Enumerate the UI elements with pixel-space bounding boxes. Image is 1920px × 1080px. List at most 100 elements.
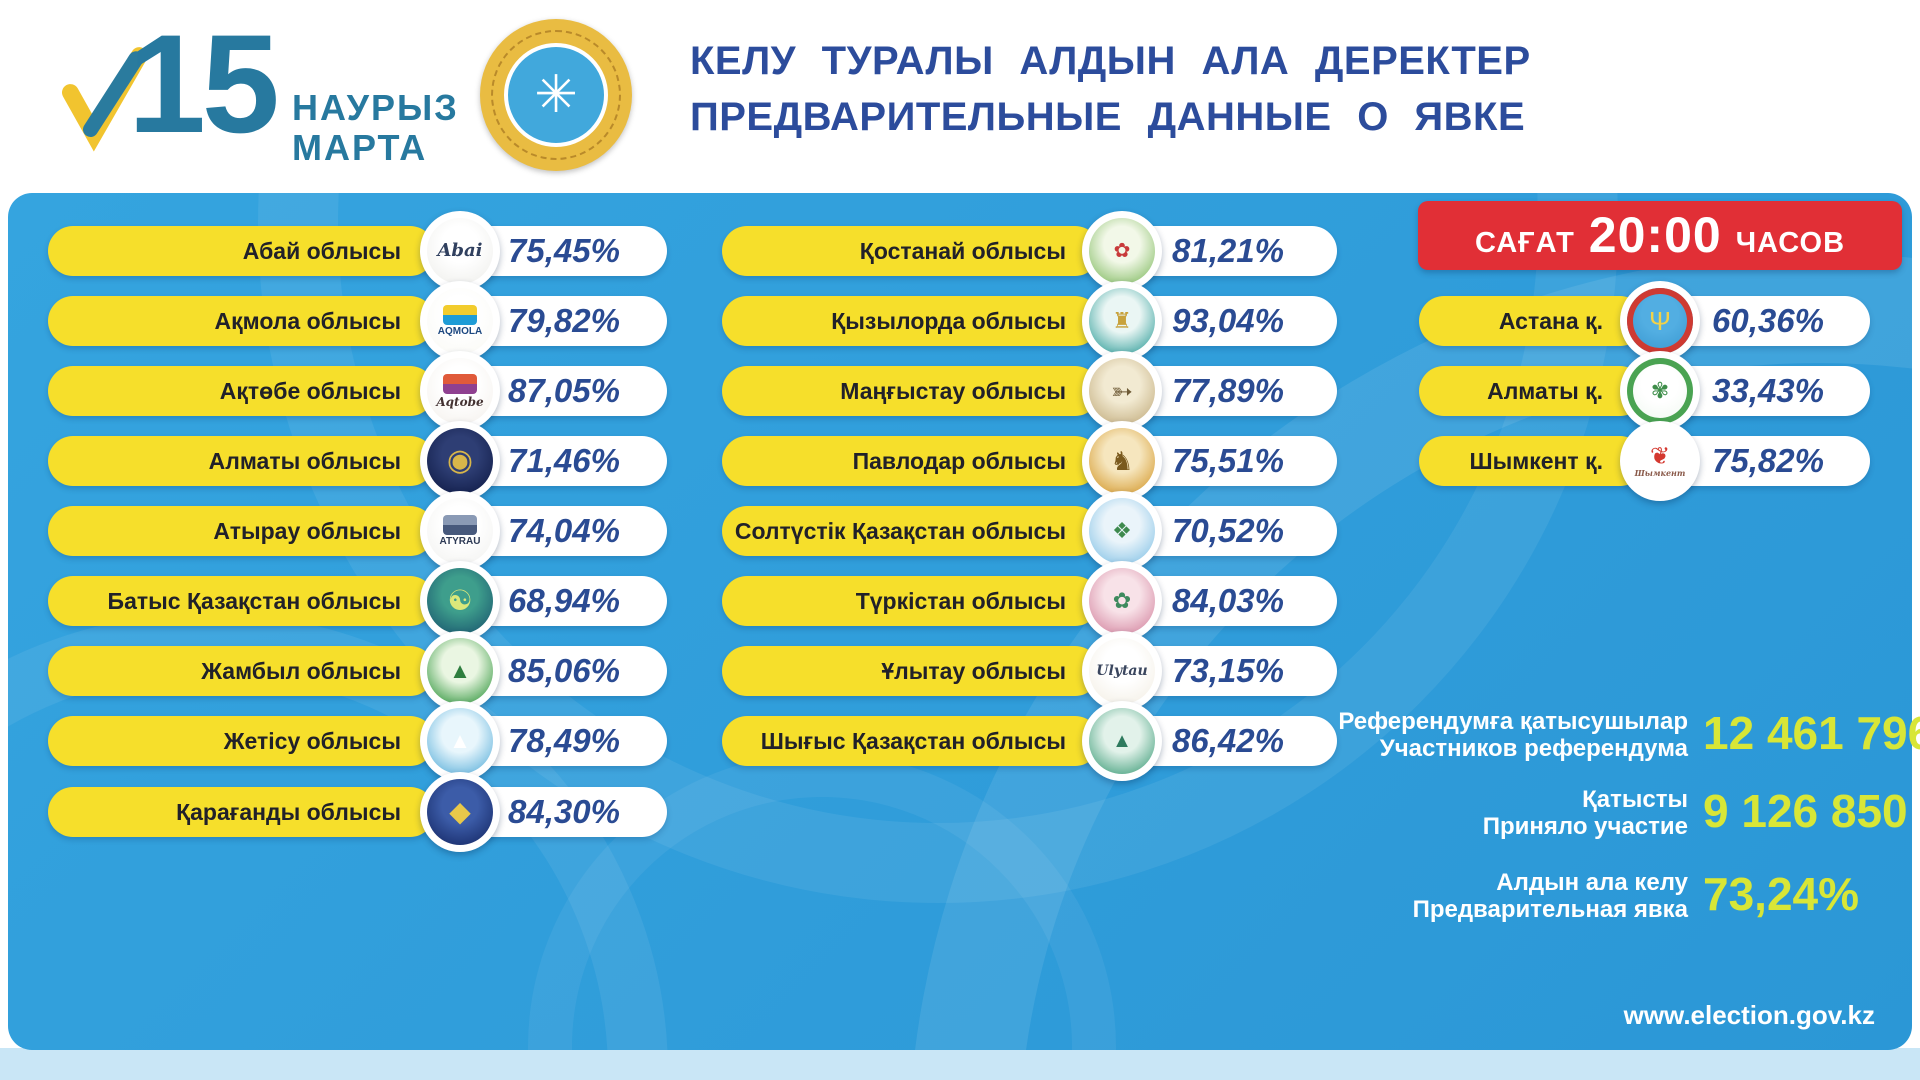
qostanai-oblysy-seal-glyph-icon: ✿: [1113, 240, 1131, 262]
header: 15 НАУРЫЗ МАРТА ✳ КЕЛУ ТУРАЛЫ АЛДЫН АЛА …: [0, 0, 1920, 193]
time-badge-prefix: САҒАТ: [1474, 227, 1575, 259]
stat-took-part-label-kk: Қатысты: [1582, 786, 1688, 813]
qostanai-oblysy-seal-icon: ✿: [1082, 211, 1162, 291]
region-label: Алматы облысы: [208, 447, 401, 474]
region-name-pill: Ұлытау облысы: [722, 646, 1100, 696]
atyrau-oblysy-seal-text: ATYRAU: [439, 535, 481, 547]
region-name-pill: Атырау облысы: [48, 506, 435, 556]
almaty-city-seal-glyph-icon: ✾: [1650, 378, 1670, 403]
turnout-value: 93,04%: [1172, 302, 1284, 339]
turnout-value: 84,03%: [1172, 582, 1284, 619]
region-name-pill: Қарағанды облысы: [48, 787, 435, 837]
almaty-oblysy-seal-glyph-icon: ◉: [446, 444, 474, 477]
mangystau-oblysy-seal-glyph-icon: ➳: [1111, 376, 1133, 406]
time-badge: САҒАТ 20:00 ЧАСОВ: [1418, 201, 1902, 270]
turnout-value: 79,82%: [508, 302, 620, 339]
region-name-pill: Астана қ.: [1419, 296, 1645, 346]
abai-oblysy-seal-icon: Abai: [420, 211, 500, 291]
aqmola-oblysy-seal-text: AQMOLA: [437, 325, 483, 337]
qaragandy-oblysy-seal-glyph-icon: ◆: [449, 796, 471, 827]
zhambyl-oblysy-seal-glyph-icon: ▲: [449, 658, 471, 683]
region-label: Шымкент қ.: [1469, 447, 1603, 474]
time-badge-time: 20:00: [1588, 207, 1722, 263]
qyzylorda-oblysy-seal-glyph-icon: ♜: [1112, 308, 1132, 333]
logo-months: НАУРЫЗ МАРТА: [292, 88, 459, 168]
abai-oblysy-seal-text: Abai: [437, 239, 483, 261]
stat-turnout-label-kk: Алдын ала келу: [1496, 869, 1688, 896]
turkistan-oblysy-seal-glyph-icon: ✿: [1112, 588, 1132, 613]
logo-month-kk: НАУРЫЗ: [292, 87, 459, 128]
zhambyl-oblysy-seal-icon: ▲: [420, 631, 500, 711]
region-label: Шығыс Қазақстан облысы: [760, 727, 1066, 754]
stat-turnout-label-ru: Предварительная явка: [1412, 896, 1688, 923]
cec-seal-ornament-icon: ✳: [534, 66, 578, 124]
region-name-pill: Алматы облысы: [48, 436, 435, 486]
stat-took-part-label-ru: Приняло участие: [1482, 813, 1688, 840]
turnout-value: 73,15%: [1172, 652, 1284, 689]
turnout-value: 74,04%: [508, 512, 620, 549]
region-label: Павлодар облысы: [852, 447, 1066, 474]
region-label: Атырау облысы: [213, 517, 401, 544]
pavlodar-oblysy-seal-glyph-icon: ♞: [1110, 446, 1134, 476]
soltustik-qazaqstan-oblysy-seal-glyph-icon: ❖: [1112, 518, 1132, 543]
bottom-strip: [0, 1048, 1920, 1080]
region-label: Қостанай облысы: [859, 237, 1066, 264]
logo-day: 15: [128, 5, 280, 162]
region-name-pill: Алматы қ.: [1419, 366, 1645, 416]
batys-qazaqstan-oblysy-seal-glyph-icon: ☯: [447, 585, 473, 616]
region-name-pill: Жетісу облысы: [48, 716, 435, 766]
shygys-qazaqstan-oblysy-seal-icon: ▲: [1082, 701, 1162, 781]
turnout-value: 60,36%: [1712, 302, 1824, 339]
region-label: Батыс Қазақстан облысы: [107, 587, 401, 614]
shymkent-city-seal-glyph-icon: ❦: [1649, 442, 1671, 470]
turkistan-oblysy-seal-icon: ✿: [1082, 561, 1162, 641]
soltustik-qazaqstan-oblysy-seal-icon: ❖: [1082, 491, 1162, 571]
website-link[interactable]: www.election.gov.kz: [1623, 1000, 1875, 1030]
turnout-value: 68,94%: [508, 582, 620, 619]
stat-participants-label: Референдумға қатысушылар Участников рефе…: [1338, 708, 1688, 762]
mangystau-oblysy-seal-icon: ➳: [1082, 351, 1162, 431]
checkmark-icon: [62, 47, 146, 152]
region-label: Астана қ.: [1498, 307, 1603, 334]
aqtobe-oblysy-seal-text: Aqtobe: [436, 394, 484, 409]
cec-seal-text-ring: ✳: [491, 30, 621, 160]
pavlodar-oblysy-seal-icon: ♞: [1082, 421, 1162, 501]
region-name-pill: Түркістан облысы: [722, 576, 1100, 626]
region-name-pill: Қостанай облысы: [722, 226, 1100, 276]
astana-city-seal-icon: Ψ: [1620, 281, 1700, 361]
stat-turnout-label: Алдын ала келу Предварительная явка: [1413, 869, 1688, 923]
ulytau-oblysy-seal-icon: Ulytau: [1082, 631, 1162, 711]
region-name-pill: Солтүстік Қазақстан облысы: [722, 506, 1100, 556]
region-name-pill: Батыс Қазақстан облысы: [48, 576, 435, 626]
page-title: КЕЛУ ТУРАЛЫ АЛДЫН АЛА ДЕРЕКТЕР ПРЕДВАРИТ…: [690, 40, 1531, 138]
turnout-value: 75,51%: [1172, 442, 1284, 479]
region-label: Солтүстік Қазақстан облысы: [734, 517, 1066, 544]
region-name-pill: Ақмола облысы: [48, 296, 435, 346]
stat-turnout-value: 73,24%: [1703, 868, 1860, 920]
turnout-value: 75,82%: [1712, 442, 1824, 479]
aqtobe-oblysy-seal-icon: Aqtobe: [420, 351, 500, 431]
astana-city-seal-glyph-icon: Ψ: [1649, 306, 1671, 336]
turnout-value: 33,43%: [1712, 372, 1824, 409]
region-name-pill: Шымкент қ.: [1419, 436, 1645, 486]
region-label: Жамбыл облысы: [201, 657, 401, 684]
atyrau-oblysy-seal-icon: ATYRAU: [420, 491, 500, 571]
region-name-pill: Ақтөбе облысы: [48, 366, 435, 416]
logo-month-ru: МАРТА: [292, 127, 428, 168]
turnout-value: 71,46%: [508, 442, 620, 479]
region-label: Қызылорда облысы: [831, 307, 1066, 334]
cec-seal-core: ✳: [504, 43, 608, 147]
region-label: Түркістан облысы: [855, 587, 1066, 614]
region-label: Ақтөбе облысы: [219, 377, 401, 404]
turnout-value: 78,49%: [508, 722, 620, 759]
turnout-value: 77,89%: [1172, 372, 1284, 409]
turnout-value: 84,30%: [508, 793, 620, 830]
region-label: Абай облысы: [242, 237, 401, 264]
ulytau-oblysy-seal-text: Ulytau: [1096, 662, 1148, 679]
cec-seal-icon: ✳: [480, 19, 632, 171]
almaty-oblysy-seal-icon: ◉: [420, 421, 500, 501]
stat-participants-label-ru: Участников референдума: [1379, 735, 1688, 762]
region-name-pill: Павлодар облысы: [722, 436, 1100, 486]
stat-participants-label-kk: Референдумға қатысушылар: [1338, 708, 1688, 735]
